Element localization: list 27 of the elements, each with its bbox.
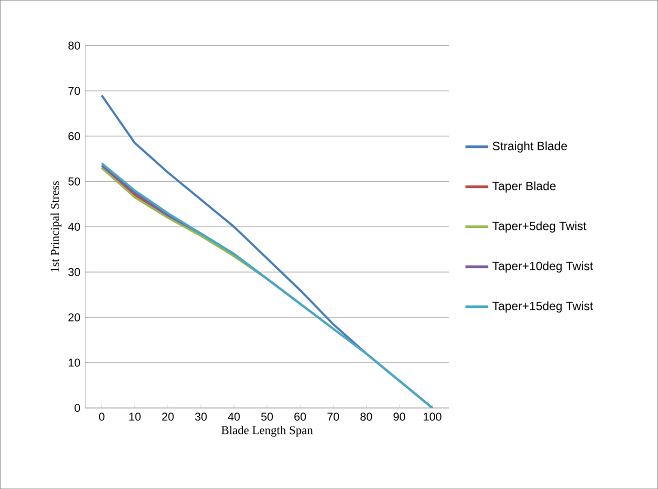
legend-label: Taper+10deg Twist (492, 261, 594, 273)
y-tick-label: 20 (68, 313, 80, 322)
legend-label: Taper+15deg Twist (492, 301, 594, 313)
y-tick-label: 80 (68, 42, 80, 50)
x-tick-label: 10 (129, 412, 141, 421)
legend-label: Taper+5deg Twist (492, 221, 586, 233)
y-tick-label: 60 (68, 132, 80, 140)
x-tick-label: 100 (424, 412, 442, 421)
x-tick-label: 80 (360, 412, 372, 421)
x-tick-label: 50 (261, 412, 273, 421)
y-tick-label: 50 (68, 177, 80, 186)
legend-label: Straight Blade (492, 141, 567, 153)
x-tick-label: 20 (162, 412, 174, 421)
y-tick-label: 40 (68, 222, 80, 231)
x-tick-label: 90 (394, 412, 406, 421)
x-tick-label: 70 (327, 412, 340, 421)
x-tick-label: 0 (99, 412, 104, 421)
x-tick-label: 40 (228, 412, 240, 421)
y-tick-label: 0 (74, 404, 80, 412)
y-tick-label: 10 (68, 358, 80, 367)
x-tick-label: 30 (195, 412, 207, 421)
legend-label: Taper Blade (492, 181, 556, 193)
x-axis-title: Blade Length Span (221, 426, 313, 437)
y-tick-label: 30 (68, 268, 80, 276)
x-tick-label: 60 (294, 412, 306, 421)
y-axis-title: 1st Principal Stress (50, 181, 62, 272)
y-tick-label: 70 (68, 86, 80, 95)
